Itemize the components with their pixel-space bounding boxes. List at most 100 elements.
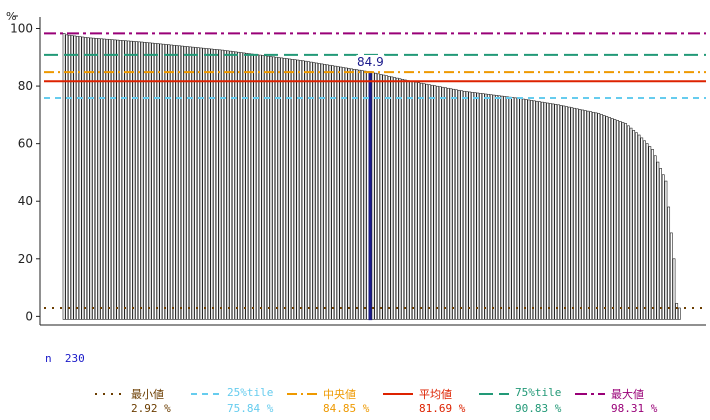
legend-swatch xyxy=(479,393,509,395)
bar xyxy=(277,57,281,320)
bar xyxy=(530,100,533,320)
highlight-label: 84.9 xyxy=(357,55,384,69)
bars xyxy=(62,33,681,321)
bar xyxy=(342,67,345,320)
bar xyxy=(186,46,190,320)
bar xyxy=(420,82,423,320)
legend-item-q1: 25%tile 75.84 % xyxy=(191,386,291,418)
bar xyxy=(433,85,437,320)
bar xyxy=(317,63,321,320)
bar xyxy=(242,52,246,320)
bar xyxy=(425,83,429,320)
bar xyxy=(454,89,458,320)
bar xyxy=(401,79,405,320)
bar xyxy=(73,35,77,320)
bar-highlight xyxy=(368,71,373,321)
bar xyxy=(328,64,332,320)
bar xyxy=(471,92,474,320)
bar xyxy=(326,64,329,320)
bar xyxy=(651,149,654,320)
bar xyxy=(336,66,340,320)
legend-item-mean: 平均値 81.69 % xyxy=(383,386,483,418)
bar xyxy=(146,42,149,320)
bar xyxy=(280,57,284,320)
bar xyxy=(352,68,356,320)
bar xyxy=(304,60,308,320)
bar xyxy=(320,63,324,320)
legend-item-q3: 75%tile 90.83 % xyxy=(479,386,579,418)
bar xyxy=(162,43,165,320)
legend: 最小値 2.92 % 25%tile 75.84 % 中央値 84.85 % 平均値 81.6… xyxy=(95,386,695,418)
bar xyxy=(334,65,337,320)
bar xyxy=(129,40,133,320)
bar xyxy=(586,110,590,320)
bar xyxy=(100,38,104,320)
bar xyxy=(132,41,136,320)
bar xyxy=(417,82,421,320)
bar xyxy=(175,45,179,320)
bar xyxy=(105,38,109,320)
bar xyxy=(511,97,515,320)
bar xyxy=(473,92,477,320)
bar xyxy=(659,168,662,320)
legend-label: 最小値 xyxy=(131,388,164,401)
bar xyxy=(108,39,112,320)
bar xyxy=(124,40,128,320)
bar xyxy=(594,112,598,320)
bar xyxy=(549,103,552,320)
sample-size-value: 230 xyxy=(64,352,85,365)
bar xyxy=(637,134,641,320)
bar xyxy=(127,40,130,320)
bar xyxy=(635,132,638,320)
bar xyxy=(589,111,593,320)
bar xyxy=(347,68,351,320)
bar xyxy=(632,130,636,320)
bar xyxy=(81,36,85,320)
bar xyxy=(164,44,168,320)
bar xyxy=(535,100,539,320)
bar xyxy=(581,109,585,320)
legend-value: 98.31 % xyxy=(611,402,658,415)
bar xyxy=(159,43,163,320)
bar xyxy=(371,72,375,320)
bar xyxy=(191,46,195,320)
bar xyxy=(592,111,595,320)
y-tick-label: 100 xyxy=(10,22,33,36)
bar xyxy=(573,107,576,320)
bar xyxy=(621,122,625,320)
legend-value: 75.84 % xyxy=(227,402,274,415)
bar xyxy=(551,103,555,320)
bar xyxy=(522,98,525,320)
bar xyxy=(350,68,353,320)
bar xyxy=(240,52,243,320)
bar xyxy=(89,37,93,320)
bar xyxy=(481,93,485,320)
legend-value: 2.92 % xyxy=(131,402,171,415)
bar xyxy=(444,87,447,320)
bar xyxy=(497,95,501,320)
sample-size-label: n xyxy=(45,352,52,365)
bar xyxy=(643,140,646,320)
bar xyxy=(272,56,276,320)
y-axis-ticks: 0 20 40 60 80 100 xyxy=(10,22,40,323)
bar xyxy=(653,155,657,320)
bar xyxy=(554,104,558,320)
bar xyxy=(62,33,66,320)
bar xyxy=(70,35,74,320)
bar xyxy=(202,47,206,320)
y-tick-label: 40 xyxy=(18,194,33,208)
bar xyxy=(194,47,198,320)
bar xyxy=(487,94,490,320)
bar xyxy=(266,55,270,320)
bar xyxy=(167,44,171,320)
bar xyxy=(543,102,547,320)
bar xyxy=(103,38,106,320)
bar xyxy=(97,38,101,320)
bar xyxy=(245,52,249,320)
bar xyxy=(180,45,184,320)
bar xyxy=(613,119,617,320)
bar xyxy=(113,39,117,320)
y-tick-label: 60 xyxy=(18,137,33,151)
bar xyxy=(390,76,394,320)
